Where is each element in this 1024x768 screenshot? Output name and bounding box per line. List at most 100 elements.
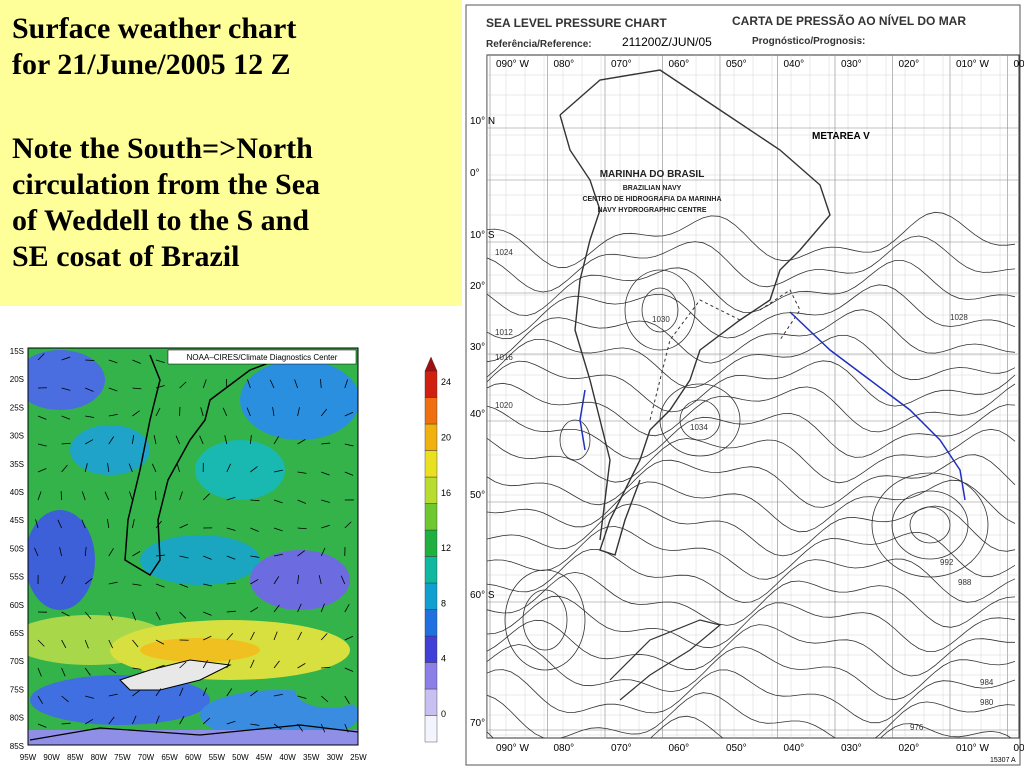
lat-label: 70° [470,718,485,729]
lon-label: 080° [554,59,575,70]
colorbar-segment [424,715,438,743]
wind-arrow [108,581,118,585]
wind-arrow [202,379,207,389]
agency-line: NAVY HYDROGRAPHIC CENTRE [597,207,706,214]
wind-arrow [84,547,87,557]
isobar [487,644,1016,701]
colorbar-segment [424,370,438,398]
wind-arrow [108,639,114,649]
wind-arrow [344,471,354,476]
wind-arrow [297,575,300,585]
wind-arrow [132,583,142,586]
lat-label: 70S [10,657,24,666]
lat-label: 40S [10,488,24,497]
wind-arrow [250,631,255,641]
colorbar-segment [424,688,438,716]
isobar [909,506,951,544]
wind-arrow [297,695,307,699]
wind-arrow [297,499,307,504]
wind-arrow [202,687,208,697]
wind-arrow [226,527,236,531]
colorbar-tick: 20 [441,433,451,443]
wind-arrow [61,667,66,677]
wind-arrow [226,496,236,501]
wind-arrow [107,463,110,473]
wind-arrow [202,493,210,501]
wind-arrow [37,639,45,647]
lon-label: 040° [784,743,805,754]
isobar-label: 976 [910,723,924,732]
wind-arrow [250,499,260,502]
wind-arrow [132,551,141,557]
isobar-label: 980 [980,698,994,707]
wind-arrow [297,663,306,669]
isobar [487,548,1016,603]
wind-arrow [84,578,93,585]
wind-arrow [224,435,228,445]
colorbar-segment [424,582,438,610]
wind-arrow [321,666,331,669]
lon-label: 95W [20,753,37,762]
wind-arrow [297,439,306,445]
wind-arrow [294,379,298,389]
lat-label: 15S [10,347,24,356]
wind-arrow [107,519,110,529]
wind-arrow [179,523,188,529]
wind-arrow [297,603,302,613]
wind-arrow [81,519,86,529]
wind-arrow [179,555,189,559]
isobars [487,211,1016,738]
colorbar-segment [424,609,438,637]
wind-arrow [321,499,330,503]
wind-arrow [297,407,300,417]
wind-arrow [37,491,42,501]
continents [559,69,966,701]
wind-arrow [250,606,259,613]
wind-arrow [344,723,349,733]
wind-arrow [320,695,329,703]
lat-label: 10° S [470,230,495,241]
isobar [487,309,1016,364]
wind-arrow [132,715,137,725]
wind-arrow [85,387,94,392]
wind-arrow [226,688,233,697]
wind-arrow [250,659,255,669]
isobar [487,360,1016,413]
wind-arrow [37,468,47,473]
lon-label: 090° W [496,743,529,754]
wind-arrow [250,723,260,726]
wind-arrow [85,439,94,445]
colorbar-segment [424,662,438,690]
colorbar-segment [424,503,438,531]
lat-label: 20° [470,281,485,292]
isobar [487,211,1016,269]
lon-label: 020° [899,59,920,70]
wind-arrow [179,611,187,619]
note-line: of Weddell to the S and [12,204,309,237]
wind-arrow [344,603,350,613]
chart-frame [465,4,1021,766]
map-frame [27,347,359,746]
wind-arrow [35,519,39,529]
lat-label: 80S [10,714,24,723]
colorbar-segment [424,529,438,557]
isobar [504,569,586,671]
isobar [871,472,989,578]
colorbar: 0 4 8 12 16 20 24 [424,356,451,743]
isobar [487,235,1016,293]
wind-arrow [226,582,236,585]
reference: 211200Z/JUN/05 [622,35,712,49]
isobar-label: 988 [958,578,972,587]
colorbar-segment [424,476,438,504]
wind-arrow [84,463,88,473]
wind-arrow [273,723,282,730]
colorbar-segment [424,397,438,425]
wind-arrow [179,491,183,501]
wind-arrow [226,463,231,473]
wind-arrow [179,381,187,389]
title-line: Surface weather chart [12,12,297,45]
wind-arrow [61,442,71,445]
lon-label: 010° W [956,743,989,754]
wind-arrow [132,435,135,445]
